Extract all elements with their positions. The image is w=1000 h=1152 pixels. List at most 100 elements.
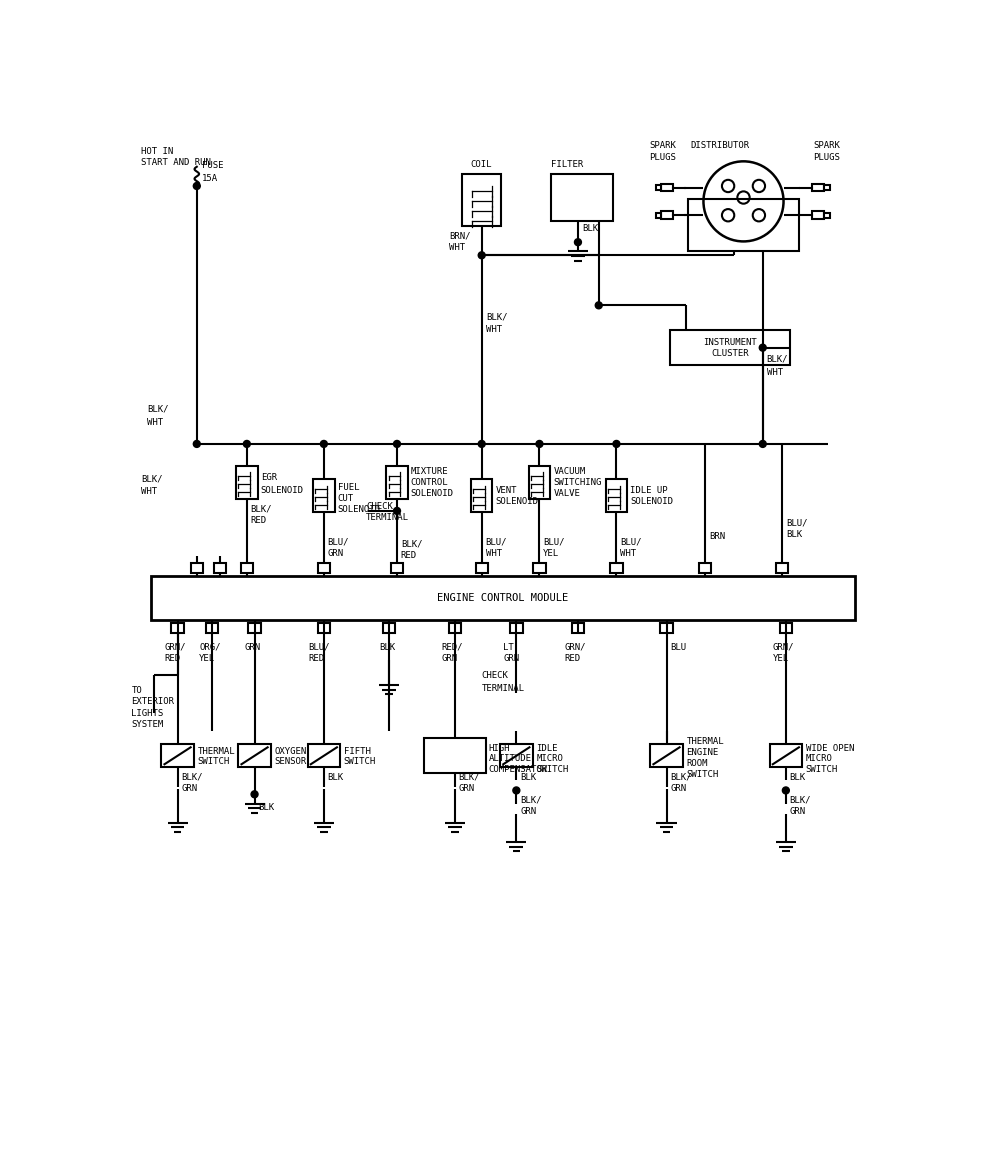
Text: WHT: WHT bbox=[141, 487, 157, 497]
Text: BLU/: BLU/ bbox=[308, 643, 330, 652]
Text: WHT: WHT bbox=[147, 418, 163, 427]
Text: BLK/: BLK/ bbox=[670, 773, 692, 782]
Bar bbox=[824, 213, 830, 218]
Bar bbox=[660, 622, 673, 634]
Text: BLK/: BLK/ bbox=[251, 505, 272, 514]
Text: WHT: WHT bbox=[449, 243, 465, 252]
Text: RED: RED bbox=[308, 654, 325, 664]
Text: START AND RUN: START AND RUN bbox=[141, 158, 211, 167]
Text: TERMINAL: TERMINAL bbox=[482, 683, 525, 692]
Bar bbox=[476, 562, 488, 574]
Circle shape bbox=[478, 440, 485, 447]
Text: SPARK: SPARK bbox=[649, 142, 676, 151]
Bar bbox=[650, 744, 683, 767]
Text: GRN: GRN bbox=[459, 785, 475, 794]
Text: CONTROL: CONTROL bbox=[411, 478, 448, 487]
Circle shape bbox=[394, 440, 400, 447]
Text: BLK/: BLK/ bbox=[147, 404, 168, 414]
Text: BLU/: BLU/ bbox=[486, 537, 507, 546]
Text: SWITCH: SWITCH bbox=[344, 758, 376, 766]
Text: BLK: BLK bbox=[328, 773, 344, 782]
Text: BLK: BLK bbox=[379, 643, 395, 652]
Bar bbox=[171, 622, 184, 634]
Text: COMPENSATOR: COMPENSATOR bbox=[489, 765, 548, 774]
Text: BLU: BLU bbox=[670, 643, 686, 652]
Circle shape bbox=[193, 182, 200, 189]
Bar bbox=[606, 479, 627, 511]
Text: BLK/: BLK/ bbox=[790, 795, 811, 804]
Bar bbox=[151, 576, 855, 620]
Bar bbox=[572, 622, 584, 634]
Text: COIL: COIL bbox=[470, 160, 492, 169]
Text: THERMAL: THERMAL bbox=[687, 737, 724, 746]
Text: HOT IN: HOT IN bbox=[141, 146, 174, 156]
Bar bbox=[391, 562, 403, 574]
Bar bbox=[812, 211, 824, 219]
Text: BLK: BLK bbox=[258, 803, 275, 812]
Bar bbox=[699, 562, 711, 574]
Text: TERMINAL: TERMINAL bbox=[366, 513, 409, 522]
Text: MICRO: MICRO bbox=[536, 755, 563, 764]
Text: WHT: WHT bbox=[620, 548, 636, 558]
Text: BLK/: BLK/ bbox=[520, 795, 542, 804]
Bar bbox=[776, 562, 788, 574]
Bar bbox=[812, 183, 824, 191]
Bar bbox=[313, 479, 335, 511]
Text: BLU/: BLU/ bbox=[620, 537, 642, 546]
Circle shape bbox=[513, 787, 520, 794]
Text: OXYGEN: OXYGEN bbox=[275, 746, 307, 756]
Text: WHT: WHT bbox=[486, 548, 502, 558]
Circle shape bbox=[759, 344, 766, 351]
Bar bbox=[770, 744, 802, 767]
Text: YEL: YEL bbox=[199, 654, 215, 664]
Text: BLK: BLK bbox=[582, 223, 598, 233]
Text: BLK: BLK bbox=[786, 530, 802, 539]
Text: LIGHTS: LIGHTS bbox=[131, 708, 164, 718]
Text: DISTRIBUTOR: DISTRIBUTOR bbox=[691, 142, 750, 151]
Text: BLU/: BLU/ bbox=[328, 537, 349, 546]
Bar bbox=[424, 738, 486, 773]
Text: RED/: RED/ bbox=[442, 643, 463, 652]
Bar bbox=[236, 467, 258, 499]
Text: SENSOR: SENSOR bbox=[275, 758, 307, 766]
Bar bbox=[670, 331, 790, 365]
Bar bbox=[529, 467, 550, 499]
Text: IDLE: IDLE bbox=[536, 743, 558, 752]
Text: YEL: YEL bbox=[543, 548, 559, 558]
Text: RED: RED bbox=[565, 654, 581, 664]
Text: RED: RED bbox=[401, 551, 417, 560]
Text: WHT: WHT bbox=[486, 326, 502, 334]
Bar bbox=[510, 622, 523, 634]
Text: SOLENOID: SOLENOID bbox=[630, 498, 673, 506]
Bar bbox=[191, 562, 203, 574]
Text: VENT: VENT bbox=[496, 486, 517, 495]
Text: BRN/: BRN/ bbox=[449, 232, 471, 241]
Circle shape bbox=[193, 440, 200, 447]
Text: SOLENOID: SOLENOID bbox=[496, 498, 539, 506]
Text: 15A: 15A bbox=[202, 174, 218, 183]
Text: RED: RED bbox=[251, 516, 267, 525]
Bar bbox=[214, 562, 226, 574]
Circle shape bbox=[394, 507, 400, 515]
Bar bbox=[661, 183, 673, 191]
Text: PLUGS: PLUGS bbox=[649, 153, 676, 162]
Circle shape bbox=[251, 790, 258, 797]
Bar bbox=[656, 213, 661, 218]
Bar bbox=[462, 174, 501, 226]
Text: BLK: BLK bbox=[520, 773, 536, 782]
Text: IDLE UP: IDLE UP bbox=[630, 486, 668, 495]
Text: SPARK: SPARK bbox=[813, 142, 840, 151]
Text: CLUSTER: CLUSTER bbox=[711, 349, 749, 357]
Text: VACUUM: VACUUM bbox=[553, 468, 586, 476]
Text: LT: LT bbox=[503, 643, 514, 652]
Text: GRN: GRN bbox=[670, 785, 686, 794]
Text: YEL: YEL bbox=[773, 654, 789, 664]
Bar bbox=[206, 622, 218, 634]
Text: PLUGS: PLUGS bbox=[813, 153, 840, 162]
Text: CHECK: CHECK bbox=[482, 672, 509, 680]
Text: CHECK: CHECK bbox=[366, 502, 393, 510]
Text: GRN/: GRN/ bbox=[164, 643, 186, 652]
Text: GRN: GRN bbox=[442, 654, 458, 664]
Text: BLK/: BLK/ bbox=[459, 773, 480, 782]
Text: SWITCH: SWITCH bbox=[198, 758, 230, 766]
